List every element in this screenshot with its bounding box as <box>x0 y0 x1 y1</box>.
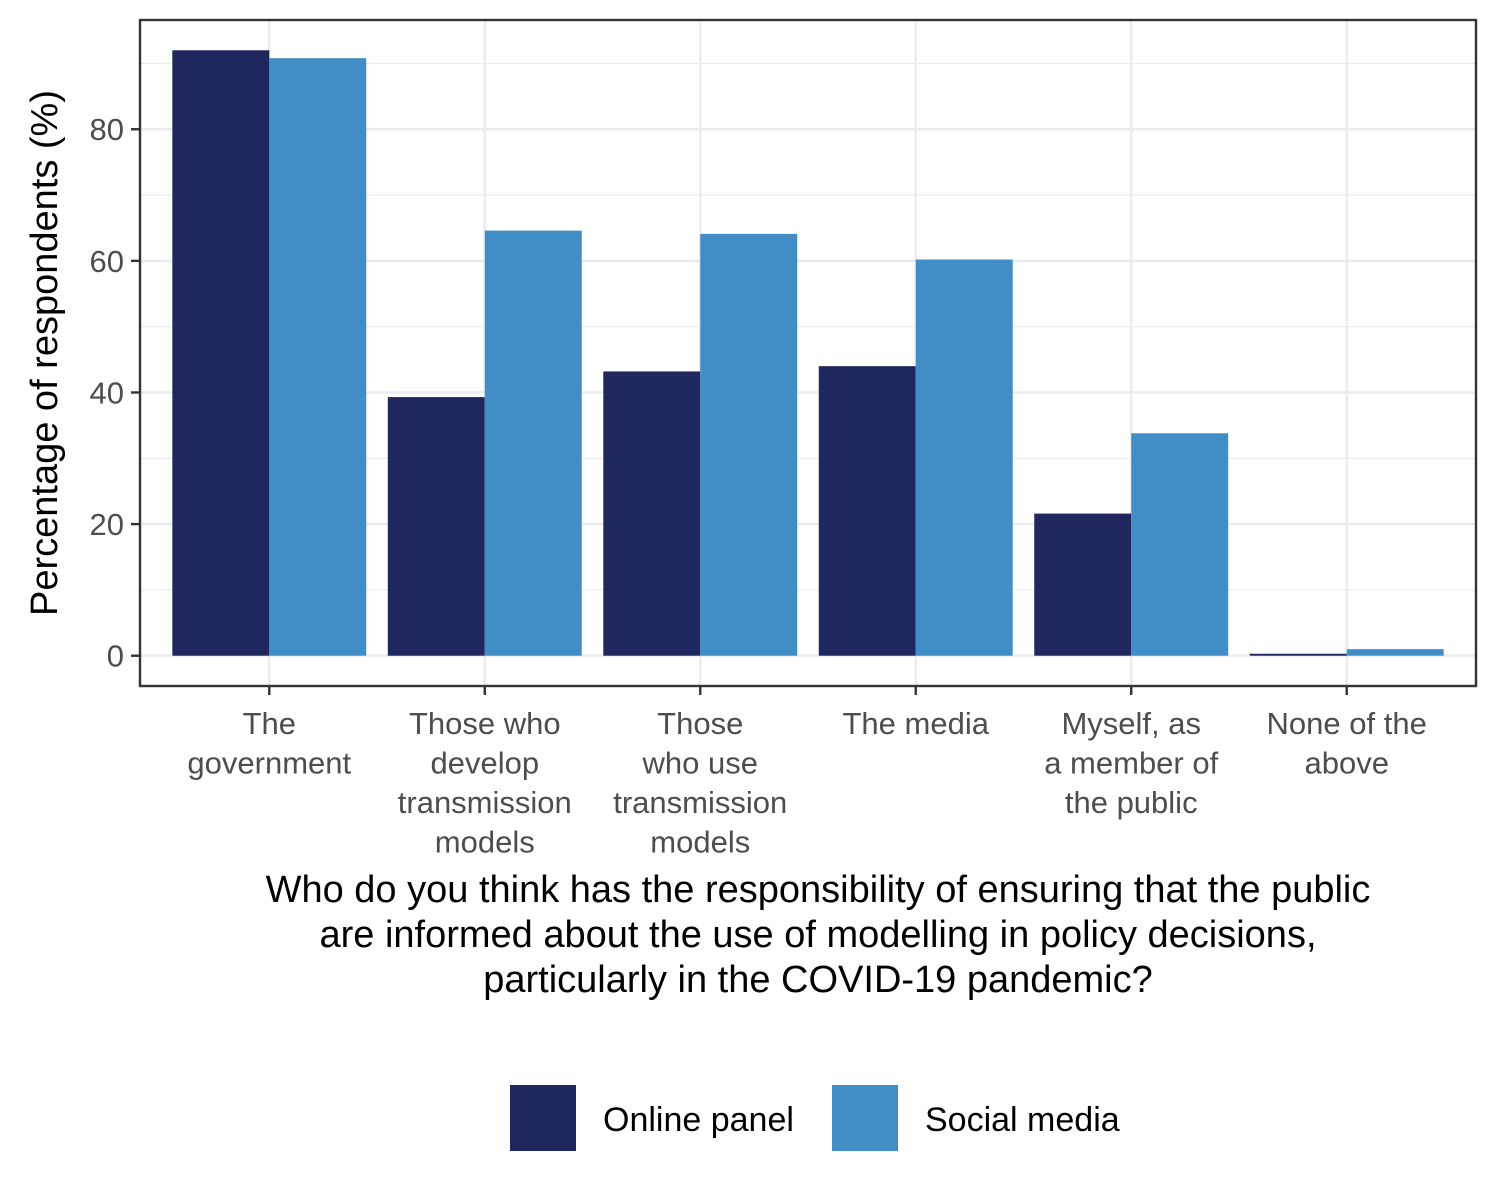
x-tick-label: Myself, as a member of the public <box>1044 706 1218 820</box>
bar-online-panel <box>1249 653 1347 656</box>
legend-swatch <box>832 1085 898 1151</box>
legend-swatch <box>510 1085 576 1151</box>
x-tick-label: The government <box>187 706 351 781</box>
x-tick-label: The media <box>843 706 990 741</box>
legend-label: Online panel <box>603 1101 794 1139</box>
bar-social-media <box>1346 649 1444 656</box>
y-tick-label: 20 <box>90 507 124 542</box>
y-tick-label: 40 <box>90 375 124 410</box>
bar-social-media <box>484 230 582 656</box>
bar-online-panel <box>387 397 485 656</box>
x-axis-title: Who do you think has the responsibility … <box>266 869 1371 1001</box>
bar-online-panel <box>1034 513 1132 656</box>
y-tick-label: 0 <box>107 639 124 674</box>
plot-panel-border <box>138 18 1478 688</box>
bar-social-media <box>915 259 1013 656</box>
bar-social-media <box>269 58 367 656</box>
y-tick-label: 60 <box>90 244 124 279</box>
bar-online-panel <box>172 50 270 656</box>
y-tick-label: 80 <box>90 112 124 147</box>
y-axis-ticks: 0 20 40 60 80 <box>90 112 140 674</box>
bar-social-media <box>1131 433 1229 656</box>
legend: Online panel Social media <box>510 1085 1120 1151</box>
bar-social-media <box>700 233 798 656</box>
bars <box>172 50 1444 656</box>
x-axis-ticks: The government Those who develop transmissio… <box>187 686 1427 860</box>
legend-label: Social media <box>925 1101 1120 1139</box>
x-axis-title-text: Who do you think has the responsibility … <box>266 869 1371 1001</box>
x-tick-label: Those who use transmission models <box>613 706 787 860</box>
x-tick-label: None of the above <box>1267 706 1427 781</box>
bar-online-panel <box>603 371 701 656</box>
y-axis-title: Percentage of respondents (%) <box>24 90 66 616</box>
x-tick-label: Those who develop transmission models <box>398 706 572 860</box>
bar-online-panel <box>818 366 916 656</box>
